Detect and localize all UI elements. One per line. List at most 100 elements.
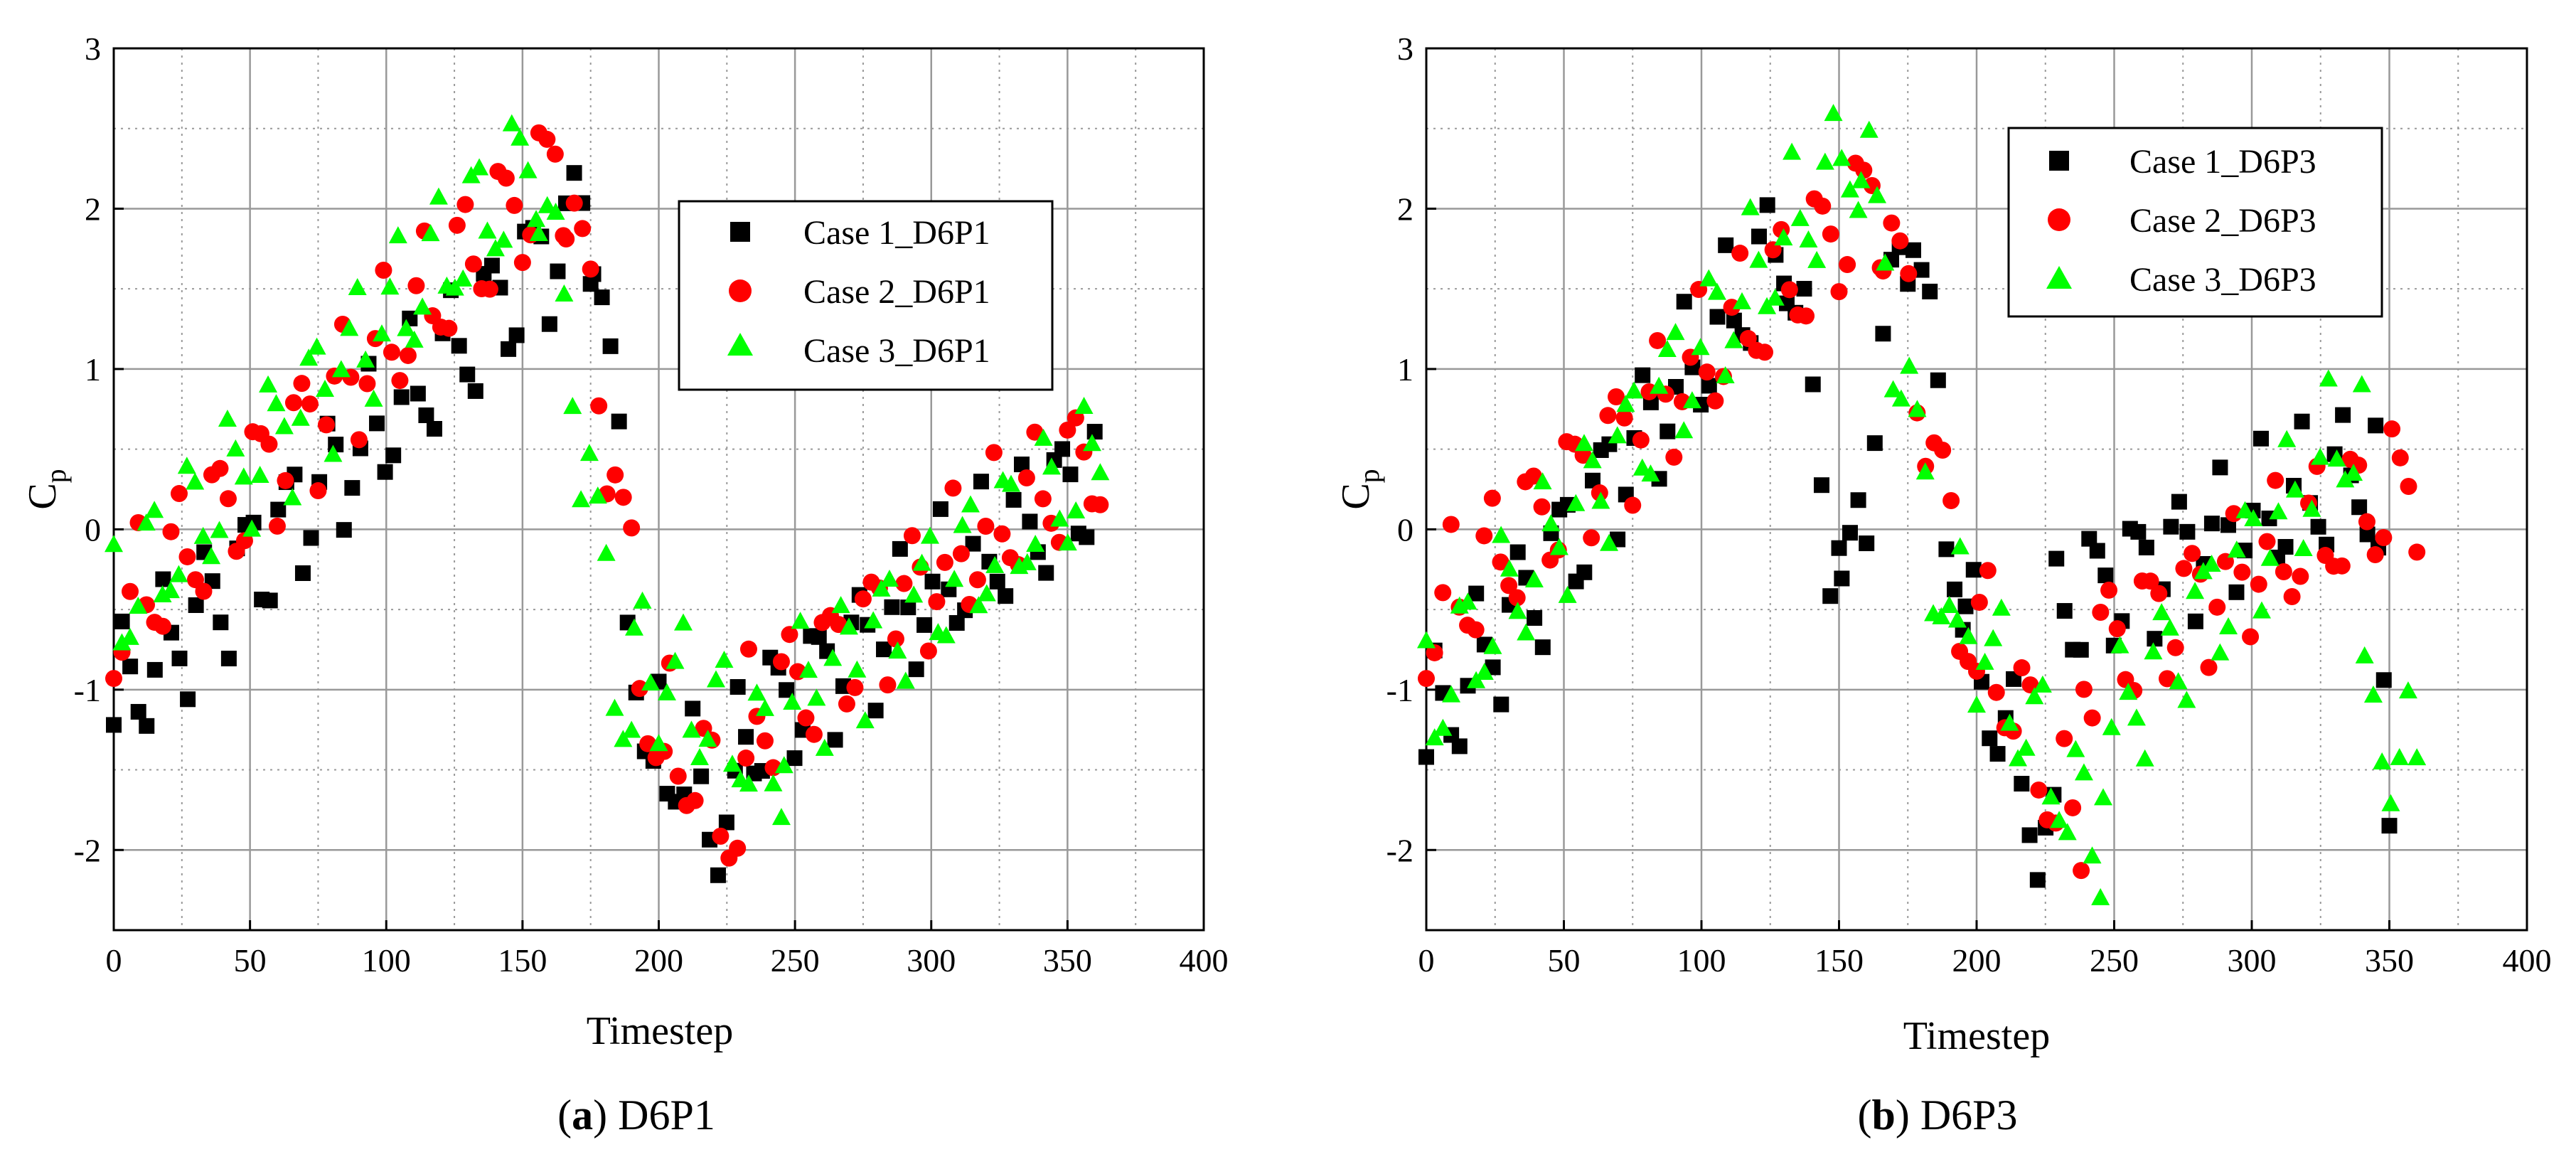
data-point-triangle [1868, 186, 1887, 203]
data-point-triangle [2269, 502, 2288, 520]
data-point-square [594, 289, 610, 306]
data-point-square [1079, 529, 1095, 545]
data-point-triangle [2390, 747, 2409, 765]
data-point-triangle [1783, 142, 1802, 160]
data-point-triangle [945, 570, 964, 587]
data-point-circle [1615, 409, 1633, 427]
data-point-circle [1942, 491, 1960, 509]
data-point-circle [2075, 681, 2093, 698]
data-point-triangle [202, 547, 221, 565]
data-point-circle [1442, 516, 1460, 533]
data-point-square [1875, 326, 1891, 342]
data-point-circle [383, 343, 400, 361]
data-point-triangle [2277, 430, 2297, 447]
data-point-triangle [666, 651, 685, 669]
data-point-square [171, 650, 188, 666]
data-point-triangle [494, 230, 513, 248]
data-point-square [2228, 584, 2245, 600]
data-point-circle [2158, 670, 2176, 688]
data-point-triangle [250, 465, 269, 483]
data-point-circle [1649, 331, 1667, 349]
y-tick-label: 2 [85, 191, 101, 227]
data-point-triangle [1707, 282, 1726, 300]
data-points-panel-b [1417, 104, 2427, 905]
data-point-circle [1814, 197, 1832, 215]
data-point-square [1005, 491, 1022, 508]
data-point-circle [993, 525, 1011, 543]
data-point-circle [2358, 513, 2375, 530]
data-point-square [393, 389, 410, 405]
data-point-triangle [774, 756, 793, 774]
data-point-triangle [1058, 533, 1077, 551]
data-point-circle [623, 519, 641, 537]
data-point-square [336, 522, 352, 538]
data-point-triangle [2041, 787, 2061, 805]
data-point-circle [407, 277, 425, 294]
data-point-triangle [1749, 250, 1768, 268]
data-point-square [483, 257, 500, 274]
data-point-square [1468, 585, 1485, 602]
data-point-circle [2267, 471, 2284, 489]
data-point-circle [1764, 241, 1782, 259]
data-point-circle [1591, 484, 1608, 502]
data-point-triangle [969, 596, 988, 614]
grid-panel-a [114, 48, 1204, 930]
data-point-circle [448, 216, 466, 234]
data-point-circle [2108, 620, 2126, 638]
data-point-circle [2375, 528, 2393, 546]
data-point-square [2147, 631, 2163, 647]
data-point-square [262, 592, 278, 609]
data-point-triangle [1026, 535, 1045, 553]
x-tick-label: 100 [362, 942, 411, 979]
data-point-triangle [1566, 494, 1586, 511]
data-point-circle [1475, 527, 1493, 545]
data-point-circle [739, 640, 757, 658]
data-point-square [989, 573, 1005, 590]
data-point-triangle [625, 618, 644, 636]
data-point-square [1062, 466, 1079, 483]
data-point-circle [1492, 553, 1509, 571]
data-point-circle [756, 732, 774, 750]
data-point-square [270, 501, 287, 518]
y-axis-label-a: Cp [21, 469, 72, 509]
data-point-circle [1583, 529, 1600, 547]
data-point-triangle [715, 651, 734, 668]
data-point-square [1709, 309, 1726, 325]
data-point-triangle [1900, 356, 1919, 374]
data-point-triangle [1575, 434, 1594, 452]
data-point-square [1813, 477, 1829, 494]
data-point-square [2351, 499, 2368, 516]
data-point-square [1038, 565, 1054, 581]
data-point-square [1930, 372, 1946, 388]
data-point-circle [1599, 407, 1617, 425]
data-point-triangle [1017, 553, 1037, 570]
data-point-triangle [755, 698, 774, 716]
data-point-circle [506, 196, 523, 214]
data-point-square [213, 614, 229, 631]
data-point-circle [686, 791, 704, 809]
data-point-triangle [1691, 338, 1710, 356]
data-point-circle [2275, 562, 2292, 580]
data-point-square [786, 750, 803, 767]
data-point-circle [546, 145, 564, 163]
data-point-circle [879, 676, 897, 694]
data-point-triangle [1001, 474, 1020, 492]
data-point-circle [2208, 598, 2226, 616]
data-point-square [377, 464, 393, 480]
legend-marker-square-b [2049, 151, 2069, 171]
data-point-triangle [1034, 428, 1053, 446]
data-point-square [1451, 738, 1468, 755]
data-point-square [1054, 441, 1071, 457]
data-point-triangle [1832, 149, 1851, 166]
data-point-triangle [2211, 643, 2230, 661]
x-tick-label: 250 [771, 942, 820, 979]
data-point-circle [1830, 283, 1848, 301]
data-point-triangle [2363, 685, 2383, 703]
data-point-triangle [2352, 375, 2371, 393]
data-point-triangle [588, 486, 607, 504]
x-axis-label-b: Timestep [1903, 1014, 2050, 1058]
data-point-triangle [1733, 292, 1752, 309]
data-point-triangle [1483, 636, 1502, 654]
data-point-square [1718, 237, 1734, 253]
